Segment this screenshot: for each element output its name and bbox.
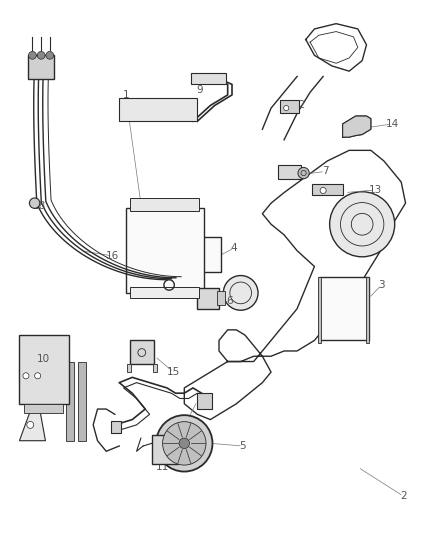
Text: 13: 13 — [368, 185, 382, 195]
Bar — [28, 55, 54, 79]
Text: 6: 6 — [226, 296, 233, 306]
Bar — [217, 292, 225, 304]
Polygon shape — [19, 393, 46, 441]
Bar — [169, 238, 221, 272]
Text: 2: 2 — [400, 491, 407, 501]
Circle shape — [162, 422, 206, 465]
Bar — [280, 100, 299, 114]
Bar — [130, 287, 199, 298]
Circle shape — [179, 438, 190, 449]
Bar — [318, 277, 321, 343]
Text: 15: 15 — [167, 367, 180, 377]
Bar — [119, 98, 197, 122]
Bar — [197, 288, 219, 309]
Bar — [19, 335, 69, 404]
Circle shape — [27, 422, 34, 429]
Text: 5: 5 — [240, 441, 246, 451]
Bar — [78, 361, 86, 441]
Bar — [66, 361, 74, 441]
Bar — [24, 404, 63, 413]
Bar — [126, 208, 204, 293]
Text: 9: 9 — [196, 85, 203, 95]
Circle shape — [298, 167, 309, 179]
Text: 18: 18 — [32, 201, 46, 211]
Circle shape — [37, 51, 45, 59]
Bar — [110, 421, 121, 433]
Bar — [152, 435, 178, 464]
Bar — [191, 72, 226, 84]
Text: 11: 11 — [156, 462, 169, 472]
Bar — [19, 369, 48, 383]
Circle shape — [46, 51, 54, 59]
Text: 7: 7 — [322, 166, 328, 176]
Circle shape — [23, 373, 29, 379]
Circle shape — [28, 51, 36, 59]
Text: 10: 10 — [37, 354, 50, 364]
Bar — [152, 364, 157, 372]
Bar — [278, 165, 301, 180]
Text: 4: 4 — [231, 243, 237, 253]
Circle shape — [156, 415, 212, 472]
Circle shape — [320, 188, 326, 193]
Circle shape — [223, 276, 258, 310]
Text: 14: 14 — [386, 119, 399, 129]
Text: 1: 1 — [122, 90, 129, 100]
Bar — [312, 183, 343, 195]
Text: 17: 17 — [182, 288, 195, 298]
Bar — [130, 341, 154, 364]
Bar — [127, 364, 131, 372]
Polygon shape — [343, 116, 371, 137]
Bar — [319, 277, 369, 341]
Circle shape — [284, 106, 289, 111]
Text: 12: 12 — [293, 101, 306, 110]
Text: 3: 3 — [378, 280, 385, 290]
Circle shape — [330, 192, 395, 257]
Bar — [130, 198, 199, 211]
Bar — [197, 393, 212, 409]
Circle shape — [29, 198, 40, 208]
Text: 16: 16 — [106, 251, 119, 261]
Circle shape — [35, 373, 41, 379]
Bar — [366, 277, 369, 343]
